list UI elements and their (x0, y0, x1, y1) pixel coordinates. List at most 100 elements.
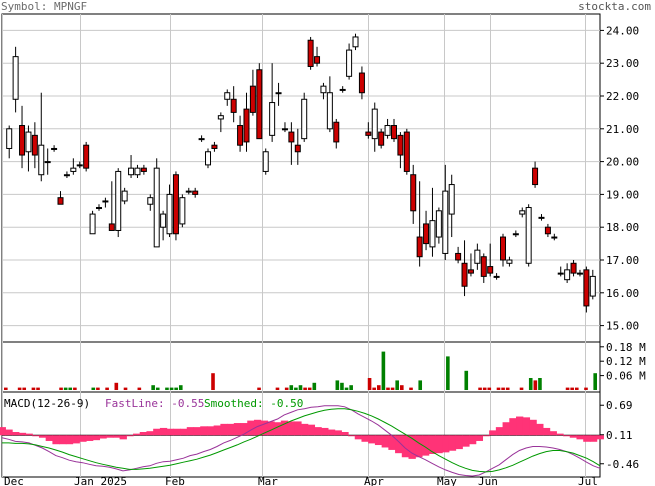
smoothed-legend: Smoothed: -0.50 (204, 397, 303, 410)
macd-histogram-bar (72, 435, 80, 444)
candle-down (461, 262, 468, 287)
macd-histogram-bar (321, 427, 329, 436)
volume-bar (574, 387, 579, 390)
volume-bar (349, 385, 353, 390)
candle-down (314, 56, 321, 64)
macd-histogram-bar (314, 427, 322, 436)
candle-up (121, 190, 128, 202)
macd-label: MACD(12-26-9) (4, 397, 90, 410)
candle-up (198, 138, 205, 141)
macd-histogram-bar (65, 435, 74, 445)
volume-bar (114, 382, 119, 390)
macd-histogram-bar (421, 435, 430, 456)
macd-histogram-bar (112, 435, 121, 438)
macd-histogram-bar (38, 435, 47, 438)
price-tick-label: 23.00 (606, 57, 639, 70)
volume-bar (289, 385, 294, 390)
volume-bar (344, 387, 349, 390)
macd-histogram-bar (52, 435, 60, 445)
macd-histogram-bar (428, 435, 436, 454)
candle-up (371, 108, 378, 140)
candle-down (390, 125, 397, 140)
volume-bar (275, 387, 280, 390)
candle-up (115, 170, 122, 231)
volume-bar (151, 385, 155, 390)
macd-histogram-bar (106, 435, 114, 438)
macd-histogram-bar (166, 428, 174, 436)
volume-bar (376, 385, 381, 390)
symbol-label: Symbol: MPNGF (1, 0, 88, 13)
volume-bar (584, 387, 588, 390)
candle-down (467, 269, 474, 274)
volume-bar (501, 387, 505, 390)
candle-down (544, 226, 551, 235)
macd-histogram-bar (99, 435, 107, 439)
volume-bar (372, 387, 376, 390)
volume-bar (335, 380, 340, 390)
macd-histogram-bar (401, 435, 410, 458)
macd-histogram-bar (186, 427, 195, 436)
candle-down (410, 174, 417, 212)
macd-histogram-bar (227, 423, 235, 436)
macd-histogram-bar (146, 431, 154, 436)
macd-histogram-bar (348, 435, 356, 437)
volume-bar (294, 387, 298, 390)
x-axis-label: May (437, 475, 457, 486)
candle-up (38, 144, 45, 176)
macd-histogram-bar (536, 423, 544, 436)
candle-down (333, 121, 340, 143)
macd-histogram-bar (495, 427, 504, 436)
macd-histogram-bar (213, 425, 221, 436)
price-tick-label: 22.00 (606, 90, 639, 103)
macd-histogram-bar (18, 432, 27, 436)
macd-histogram-bar (489, 430, 497, 436)
volume-bar (505, 387, 510, 390)
macd-histogram-bar (529, 419, 537, 436)
macd-histogram-bar (468, 435, 477, 445)
candle-up (153, 167, 160, 248)
macd-histogram-bar (12, 432, 20, 436)
volume-bar (31, 387, 36, 390)
price-grid (2, 14, 600, 477)
macd-histogram-bar (435, 435, 443, 454)
volume-axis: 0.18 M0.12 M 0.06 M (600, 341, 646, 383)
volume-bar (593, 373, 597, 390)
candle-up (134, 167, 141, 176)
volume-bar (174, 387, 178, 390)
macd-histogram-bar (408, 435, 416, 459)
macd-histogram-bar (374, 435, 383, 446)
macd-histogram-bar (180, 428, 188, 436)
candle-up (493, 275, 500, 278)
price-tick-label: 16.00 (606, 287, 639, 300)
macd-histogram-bar (294, 421, 302, 436)
candle-down (140, 167, 147, 172)
macd-histogram-bar (522, 417, 531, 436)
macd-histogram-bar (233, 423, 242, 436)
volume-bar (386, 387, 390, 390)
site-name[interactable]: stockta.com (578, 0, 651, 13)
volume-tick-label: 0.06 M (606, 370, 646, 383)
volume-bar (137, 387, 142, 390)
candle-down (294, 144, 301, 153)
candle-up (275, 92, 282, 95)
macd-histogram-bar (502, 422, 510, 436)
macd-histogram-bar (206, 426, 215, 436)
macd-plot (0, 405, 604, 477)
candle-up (12, 56, 19, 100)
candle-up (44, 161, 51, 164)
x-axis-label: Dec (4, 475, 24, 486)
macd-histogram-bar (240, 423, 248, 436)
macd-tick-label: 0.11 (606, 429, 633, 442)
candle-up (435, 210, 442, 238)
price-tick-label: 15.00 (606, 320, 639, 333)
candle-up (576, 272, 583, 275)
macd-histogram-bar (220, 423, 228, 436)
x-axis-label: Mar (258, 475, 278, 486)
volume-bar (533, 380, 538, 390)
volume-bar (400, 385, 404, 390)
macd-histogram-bar (516, 416, 524, 436)
candle-down (455, 252, 462, 261)
macd-histogram-bar (395, 435, 403, 454)
volume-bar (63, 387, 68, 390)
macd-histogram-bar (361, 435, 369, 442)
